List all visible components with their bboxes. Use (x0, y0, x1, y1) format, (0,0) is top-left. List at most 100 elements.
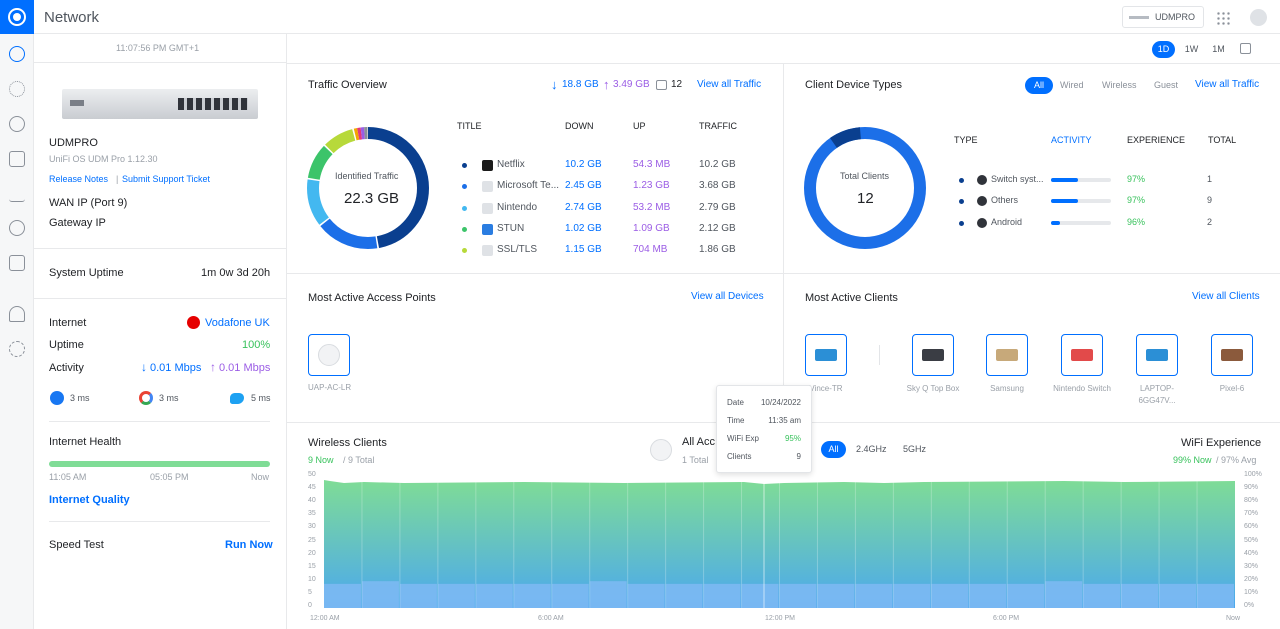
clients-icon[interactable] (9, 151, 25, 167)
notifications-icon[interactable] (9, 306, 25, 322)
avatar[interactable] (1250, 9, 1267, 26)
traffic-row-title[interactable]: STUN (497, 222, 525, 234)
legend-dot (462, 205, 467, 211)
traffic-row-title[interactable]: Netflix (497, 159, 525, 170)
client-count-bar (627, 583, 665, 608)
submit-ticket-link[interactable]: Submit Support Ticket (122, 174, 211, 184)
ap-filter-icon[interactable] (650, 439, 672, 461)
ap-filter-label[interactable]: All Acc (682, 436, 716, 448)
app-icon (482, 202, 493, 214)
filter-guest[interactable]: Guest (1154, 80, 1179, 90)
type-activity-fill (1051, 178, 1078, 182)
client-col-activity[interactable]: ACTIVITY (1051, 135, 1092, 145)
view-all-traffic-link[interactable]: View all Traffic (697, 79, 762, 90)
ap-tile[interactable] (308, 334, 350, 376)
band-24[interactable]: 2.4GHz (856, 444, 887, 454)
release-notes-link[interactable]: Release Notes (49, 174, 109, 184)
filter-wireless[interactable]: Wireless (1102, 80, 1137, 90)
calendar-icon[interactable] (1240, 43, 1251, 54)
client-col-experience[interactable]: EXPERIENCE (1127, 135, 1186, 145)
client-tile[interactable] (1061, 334, 1103, 376)
activity-up: 0.01 Mbps (219, 362, 271, 374)
client-col-type[interactable]: TYPE (954, 135, 978, 145)
client-col-total[interactable]: TOTAL (1208, 135, 1237, 145)
range-tab-1m[interactable]: 1M (1212, 44, 1225, 54)
traffic-row-title[interactable]: Nintendo (497, 201, 538, 213)
device-name: UDMPRO (49, 137, 98, 149)
logs-icon[interactable] (9, 255, 25, 271)
isp-name[interactable]: Vodafone UK (205, 317, 270, 329)
traffic-row-down: 10.2 GB (565, 159, 602, 170)
legend-dot (462, 163, 467, 168)
traffic-row-total: 3.68 GB (699, 180, 736, 192)
y-tick-right: 80% (1244, 497, 1259, 505)
view-all-devices-link[interactable]: View all Devices (691, 291, 764, 302)
unifi-logo-icon[interactable] (0, 0, 34, 34)
insights-icon[interactable] (9, 220, 25, 236)
client-types-view-all[interactable]: View all Traffic (1195, 79, 1260, 90)
google-latency: 3 ms (159, 393, 179, 403)
devices-icon[interactable] (9, 116, 25, 132)
filter-all[interactable]: All (1025, 77, 1053, 94)
traffic-row-total: 2.12 GB (699, 222, 736, 234)
traffic-donut-segment (307, 127, 429, 249)
traffic-row-down: 2.45 GB (565, 180, 602, 192)
traffic-donut-segment (307, 127, 429, 249)
traffic-col-traffic[interactable]: TRAFFIC (699, 121, 737, 131)
wifi-experience-chart[interactable] (324, 474, 1235, 608)
traffic-donut-value: 22.3 GB (344, 190, 400, 207)
clients-donut (804, 127, 926, 250)
client-tile[interactable] (912, 334, 954, 376)
type-row-name[interactable]: Others (991, 195, 1019, 206)
download-arrow-icon: ↓ (141, 360, 147, 374)
wifi-experience-title: WiFi Experience (1181, 437, 1262, 449)
traffic-row-title[interactable]: Microsoft Te... (497, 180, 560, 192)
switch-icon (977, 175, 987, 185)
app-icon (482, 181, 493, 193)
client-tile[interactable] (1136, 334, 1178, 376)
activity-label: Activity (49, 362, 84, 374)
run-now-button[interactable]: Run Now (225, 539, 273, 551)
y-tick-right: 10% (1244, 588, 1259, 596)
device-switcher[interactable]: UDMPRO (1122, 6, 1204, 28)
y-tick-left: 15 (308, 562, 316, 570)
clients-donut-segment (804, 127, 926, 250)
band-5[interactable]: 5GHz (903, 444, 927, 454)
type-row-name[interactable]: Android (991, 216, 1023, 227)
client-tile[interactable] (986, 334, 1028, 376)
y-tick-right: 50% (1244, 536, 1259, 544)
uptime2-value: 100% (242, 339, 271, 351)
clients-donut-label: Total Clients (840, 171, 890, 181)
client-device-icon (1146, 349, 1168, 361)
clients-divider (879, 345, 880, 365)
traffic-row-title[interactable]: SSL/TLS (497, 244, 538, 256)
others-icon (977, 196, 987, 207)
client-count-bar (931, 583, 969, 608)
range-tab-1w[interactable]: 1W (1184, 44, 1199, 54)
vodafone-icon (187, 316, 200, 329)
range-tab-1d[interactable]: 1D (1152, 41, 1175, 58)
topology-icon[interactable] (9, 81, 25, 97)
band-all[interactable]: All (821, 441, 846, 458)
internet-quality-link[interactable]: Internet Quality (49, 494, 130, 506)
traffic-down-icon: ↓ (551, 77, 558, 92)
type-activity-bar (1051, 178, 1111, 182)
settings-icon[interactable] (9, 341, 25, 357)
client-tile[interactable] (805, 334, 847, 376)
client-count-bar (513, 583, 551, 608)
client-tile[interactable] (1211, 334, 1253, 376)
access-points-title: Most Active Access Points (308, 292, 436, 304)
y-tick-right: 0% (1244, 602, 1255, 609)
traffic-col-title[interactable]: TITLE (457, 121, 482, 131)
statistics-icon[interactable] (9, 186, 25, 202)
traffic-apps-count: 12 (671, 79, 683, 90)
dashboard-icon[interactable] (9, 46, 25, 62)
view-all-clients-link[interactable]: View all Clients (1192, 291, 1260, 302)
filter-wired[interactable]: Wired (1060, 80, 1084, 90)
traffic-col-down[interactable]: DOWN (565, 121, 594, 131)
uptime-value: 1m 0w 3d 20h (201, 267, 271, 279)
x-tick: 6:00 PM (993, 615, 1020, 622)
traffic-col-up[interactable]: UP (633, 121, 646, 131)
apps-grid-icon[interactable] (1216, 11, 1230, 25)
type-row-name[interactable]: Switch syst... (991, 174, 1044, 184)
